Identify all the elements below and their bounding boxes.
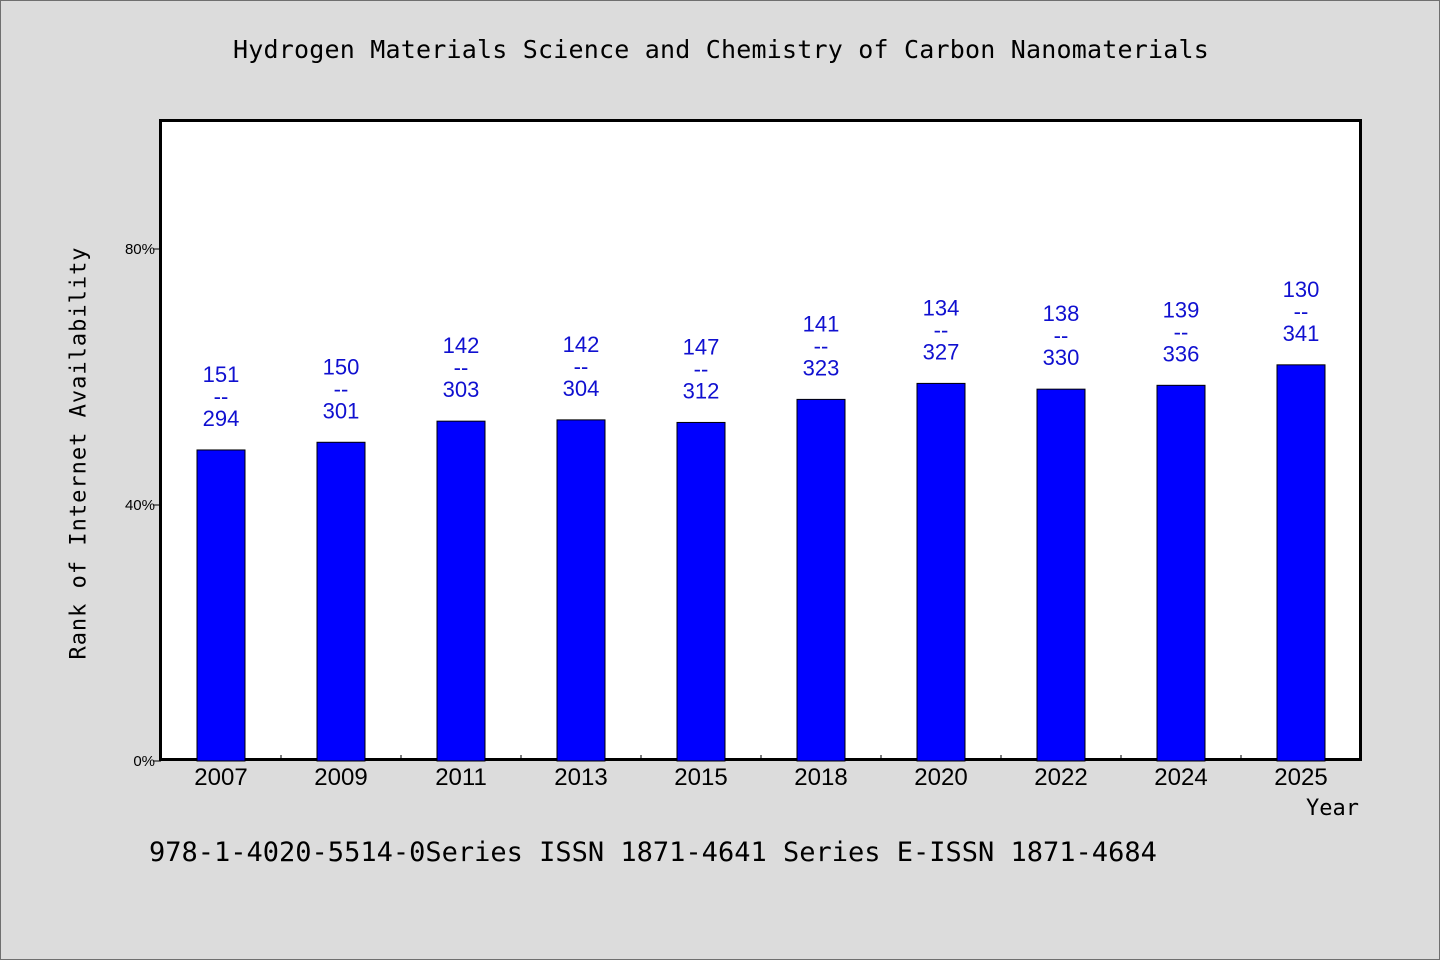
bar — [316, 441, 366, 762]
data-label-separator: -- — [1294, 299, 1309, 324]
bar — [1036, 388, 1086, 762]
data-label-total: 294 — [203, 406, 240, 431]
data-label-separator: -- — [334, 376, 349, 401]
x-tick-label: 2022 — [1034, 764, 1087, 791]
data-label-rank: 130 — [1283, 277, 1320, 302]
x-tick-label: 2009 — [314, 764, 367, 791]
data-label-separator: -- — [574, 354, 589, 379]
data-label-separator: -- — [1054, 323, 1069, 348]
data-label-total: 304 — [563, 376, 600, 401]
bar — [556, 419, 606, 762]
data-label-rank: 142 — [563, 332, 600, 357]
x-tick-label: 2007 — [194, 764, 247, 791]
x-axis-title: Year — [1306, 796, 1359, 821]
data-label-total: 301 — [323, 398, 360, 423]
data-label-separator: -- — [694, 356, 709, 381]
data-label-separator: -- — [214, 384, 229, 409]
x-tick-label: 2020 — [914, 764, 967, 791]
data-label-total: 327 — [923, 339, 960, 364]
x-tick-label: 2025 — [1274, 764, 1327, 791]
x-tick-label: 2018 — [794, 764, 847, 791]
x-tick-label: 2011 — [435, 764, 487, 791]
data-label-separator: -- — [934, 317, 949, 342]
data-label-separator: -- — [454, 355, 469, 380]
x-tick-label: 2013 — [554, 764, 607, 791]
bar — [796, 398, 846, 762]
data-label-rank: 141 — [803, 311, 840, 336]
y-axis-title: Rank of Internet Availability — [66, 246, 92, 660]
bar — [196, 449, 246, 762]
bar — [1276, 364, 1326, 762]
data-label-total: 341 — [1283, 321, 1320, 346]
data-label-rank: 151 — [203, 362, 240, 387]
bar — [916, 382, 966, 762]
data-label-total: 336 — [1163, 341, 1200, 366]
data-label-separator: -- — [1174, 319, 1189, 344]
y-tick-label: 80% — [125, 241, 155, 258]
x-tick-label: 2024 — [1154, 764, 1207, 791]
y-tick-label: 0% — [133, 753, 155, 770]
bar — [676, 421, 726, 762]
data-label-separator: -- — [814, 333, 829, 358]
data-label-rank: 142 — [443, 333, 480, 358]
data-label-total: 303 — [443, 377, 480, 402]
y-tick-label: 40% — [125, 497, 155, 514]
data-label-rank: 138 — [1043, 301, 1080, 326]
bar — [1156, 384, 1206, 762]
isbn-issn-footnote: 978-1-4020-5514-0Series ISSN 1871-4641 S… — [149, 837, 1157, 868]
data-label-rank: 150 — [323, 354, 360, 379]
x-tick-label: 2015 — [674, 764, 727, 791]
data-label-rank: 134 — [923, 295, 960, 320]
bar — [436, 420, 486, 762]
data-label-total: 312 — [683, 378, 720, 403]
data-label-total: 330 — [1043, 345, 1080, 370]
data-label-total: 323 — [803, 355, 840, 380]
data-label-rank: 139 — [1163, 297, 1200, 322]
data-label-rank: 147 — [683, 334, 720, 359]
chart-title: Hydrogen Materials Science and Chemistry… — [232, 35, 1210, 64]
